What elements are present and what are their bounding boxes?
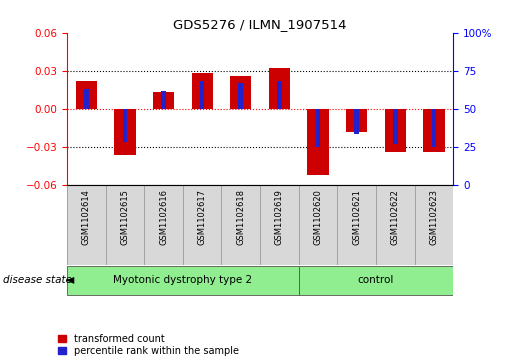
Text: GSM1102621: GSM1102621 [352,189,361,245]
Text: Myotonic dystrophy type 2: Myotonic dystrophy type 2 [113,276,252,285]
Text: GSM1102615: GSM1102615 [121,189,129,245]
Text: control: control [358,276,394,285]
Text: GSM1102618: GSM1102618 [236,189,245,245]
Bar [354,109,359,134]
Bar [307,109,329,175]
Bar [123,109,127,142]
Text: GSM1102617: GSM1102617 [198,189,207,245]
Bar [192,73,213,109]
Bar [423,109,444,152]
Bar [238,83,243,109]
Bar [230,76,251,109]
Bar [84,89,89,109]
Legend: transformed count, percentile rank within the sample: transformed count, percentile rank withi… [56,332,241,358]
Text: GSM1102622: GSM1102622 [391,189,400,245]
Text: GSM1102619: GSM1102619 [275,189,284,245]
Bar [277,81,282,109]
Bar [200,81,204,109]
Text: GSM1102620: GSM1102620 [314,189,322,245]
Text: GSM1102614: GSM1102614 [82,189,91,245]
Text: GSM1102616: GSM1102616 [159,189,168,245]
Bar [393,109,398,144]
Bar [269,68,290,109]
Bar [346,109,367,132]
Text: GSM1102623: GSM1102623 [430,189,438,245]
Text: disease state: disease state [3,276,72,285]
Bar [432,109,436,147]
Bar [385,109,406,152]
Bar [161,91,166,109]
Bar [67,266,299,295]
Bar [114,109,135,155]
Bar [299,266,453,295]
Bar [316,109,320,147]
Bar [76,81,97,109]
Bar [153,93,174,109]
Title: GDS5276 / ILMN_1907514: GDS5276 / ILMN_1907514 [174,19,347,32]
